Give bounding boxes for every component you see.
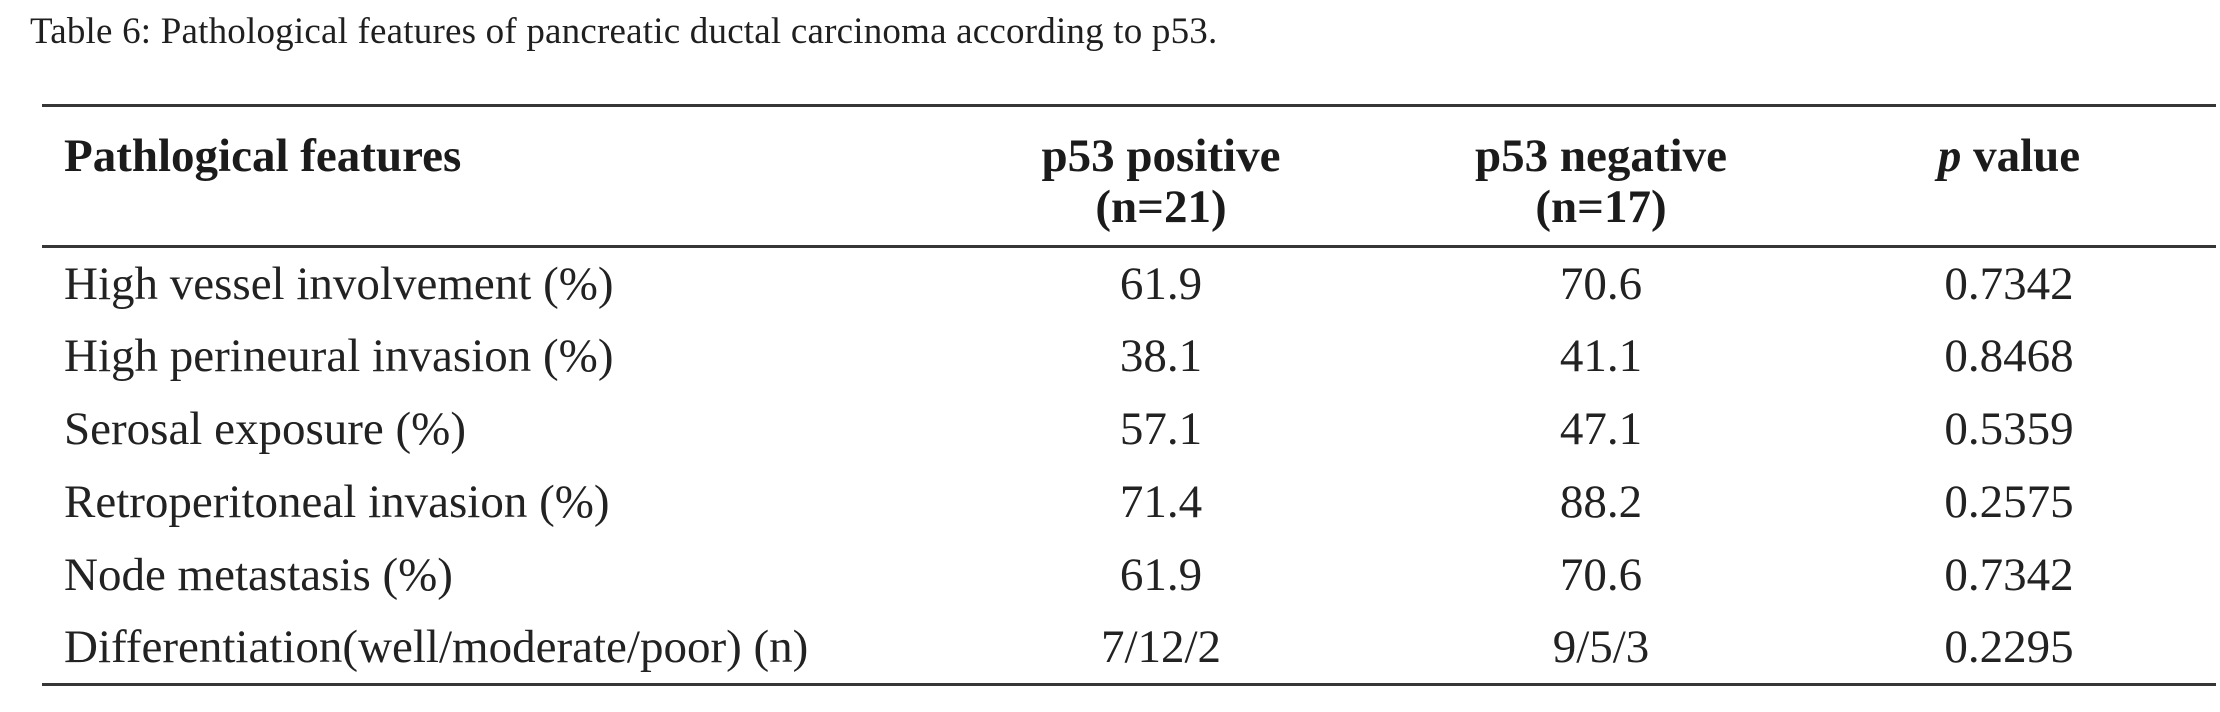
- table-caption: Table 6: Pathological features of pancre…: [30, 11, 1218, 52]
- p53-positive-value: 61.9: [1119, 257, 1203, 310]
- table-header-row: Pathlogical features p53 positive (n=21)…: [42, 105, 2216, 248]
- p53-negative-value: 47.1: [1559, 403, 1643, 455]
- p53-positive-value: 38.1: [1119, 330, 1203, 382]
- column-header-features: Pathlogical features: [42, 105, 922, 248]
- p53-negative-value: 9/5/3: [1552, 621, 1650, 674]
- p53-positive-sample-size: (n=21): [1095, 180, 1227, 233]
- p53-positive-value: 71.4: [1119, 476, 1203, 528]
- feature-name-cell: High vessel involvement (%): [64, 257, 614, 310]
- column-header-p53-negative: p53 negative (n=17): [1400, 105, 1802, 248]
- p-value-cell: 0.2295: [1944, 621, 2074, 674]
- table-row: Retroperitoneal invasion (%) 71.4 88.2 0…: [42, 466, 2216, 539]
- p-value-cell: 0.2575: [1944, 476, 2074, 528]
- p-value-cell: 0.5359: [1944, 403, 2074, 455]
- feature-name-cell: High perineural invasion (%): [64, 330, 614, 382]
- table-body: High vessel involvement (%) 61.9 70.6 0.…: [42, 247, 2216, 685]
- p-value-italic-p: p: [1937, 130, 1962, 182]
- p53-positive-value: 7/12/2: [1100, 621, 1222, 674]
- feature-name-cell: Differentiation(well/moderate/poor) (n): [64, 621, 809, 674]
- table-row: Serosal exposure (%) 57.1 47.1 0.5359: [42, 393, 2216, 466]
- p-value-cell: 0.7342: [1944, 257, 2074, 310]
- table-row: Differentiation(well/moderate/poor) (n) …: [42, 612, 2216, 685]
- table-row: High vessel involvement (%) 61.9 70.6 0.…: [42, 247, 2216, 320]
- p53-negative-sample-size: (n=17): [1535, 180, 1667, 233]
- p-value-cell: 0.8468: [1944, 330, 2074, 382]
- p53-positive-value: 57.1: [1119, 403, 1203, 455]
- feature-name-cell: Retroperitoneal invasion (%): [64, 476, 610, 528]
- p53-negative-label: p53 negative: [1475, 130, 1727, 182]
- pathology-table: Pathlogical features p53 positive (n=21)…: [42, 104, 2216, 686]
- column-header-p53-positive: p53 positive (n=21): [922, 105, 1400, 248]
- p53-negative-value: 88.2: [1559, 476, 1643, 528]
- p53-negative-value: 70.6: [1559, 257, 1643, 310]
- table-row: Node metastasis (%) 61.9 70.6 0.7342: [42, 539, 2216, 612]
- p-value-rest: value: [1961, 130, 2081, 182]
- column-header-p-value: p value: [1802, 105, 2216, 248]
- p-value-cell: 0.7342: [1944, 549, 2074, 601]
- table-row: High perineural invasion (%) 38.1 41.1 0…: [42, 320, 2216, 393]
- column-header-features-label: Pathlogical features: [64, 130, 462, 182]
- p53-negative-value: 70.6: [1559, 549, 1643, 601]
- feature-name-cell: Node metastasis (%): [64, 549, 453, 601]
- feature-name-cell: Serosal exposure (%): [64, 403, 466, 455]
- p53-positive-value: 61.9: [1119, 549, 1203, 601]
- p53-positive-label: p53 positive: [1041, 130, 1281, 182]
- p53-negative-value: 41.1: [1559, 330, 1643, 382]
